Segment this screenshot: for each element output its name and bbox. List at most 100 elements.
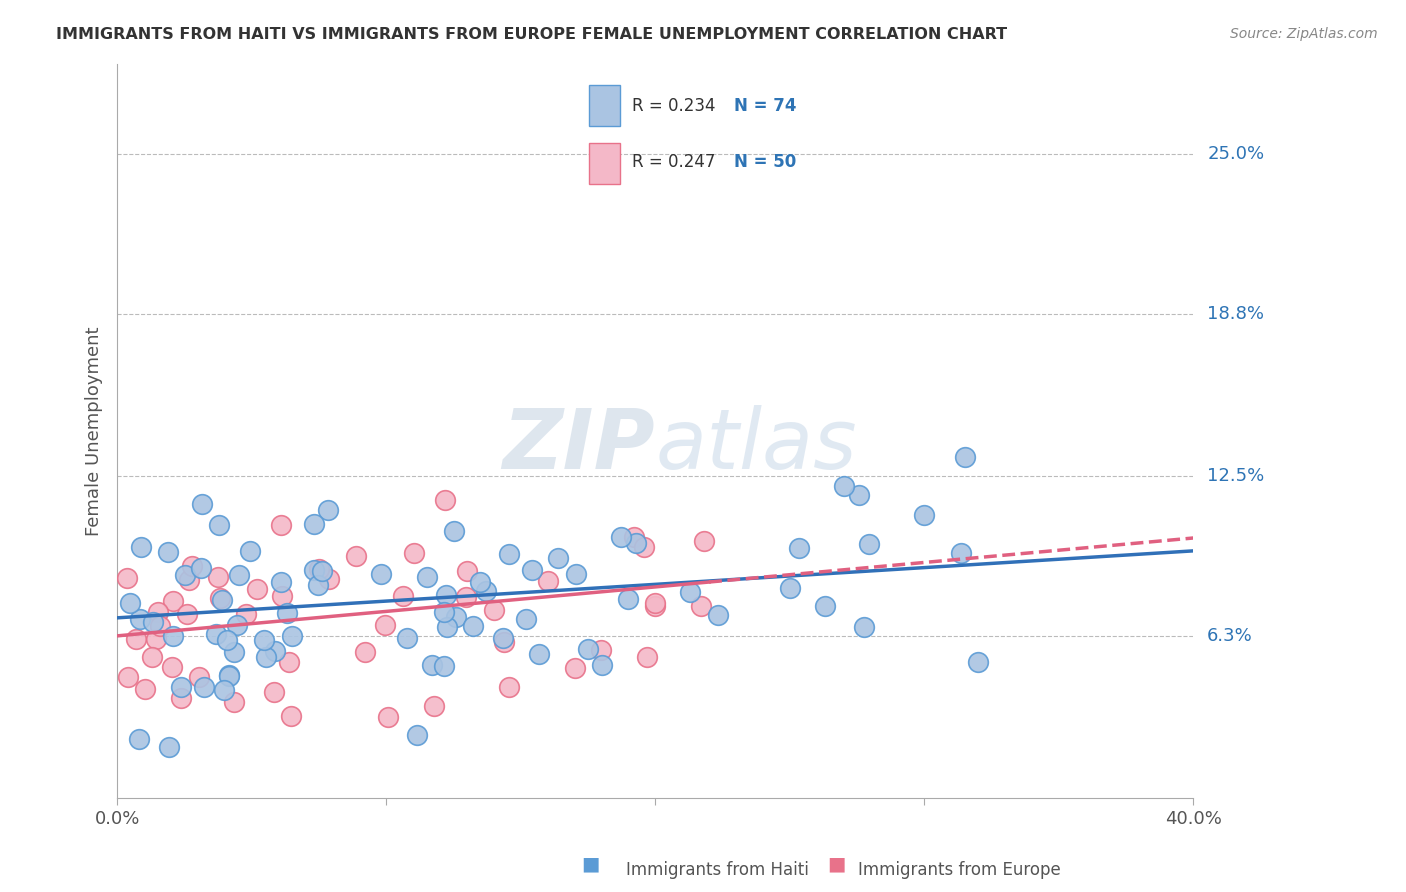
Point [212, 682, 235, 697]
Point [461, 619, 484, 633]
Point [218, 668, 240, 682]
Point [636, 649, 658, 664]
Point [254, 650, 277, 665]
Point [537, 574, 560, 589]
Point [912, 508, 935, 523]
Text: Immigrants from Europe: Immigrants from Europe [858, 861, 1060, 879]
Point [623, 529, 645, 543]
Point [222, 695, 245, 709]
Point [176, 607, 198, 621]
Point [624, 535, 647, 549]
Point [967, 655, 990, 669]
Point [128, 732, 150, 747]
Point [162, 629, 184, 643]
Point [215, 632, 238, 647]
Point [395, 631, 418, 645]
Point [276, 606, 298, 620]
Point [174, 568, 197, 582]
Point [270, 518, 292, 533]
Point [436, 619, 458, 633]
Point [832, 479, 855, 493]
Point [529, 648, 551, 662]
Text: 25.0%: 25.0% [1208, 145, 1264, 163]
Point [591, 658, 613, 673]
Point [180, 559, 202, 574]
Point [207, 570, 229, 584]
Point [689, 599, 711, 613]
Point [610, 531, 633, 545]
Point [190, 560, 212, 574]
Point [205, 627, 228, 641]
Text: 18.8%: 18.8% [1208, 305, 1264, 323]
Point [124, 632, 146, 646]
Point [498, 547, 520, 561]
Point [142, 615, 165, 630]
Point [209, 591, 232, 605]
Point [134, 681, 156, 696]
Point [354, 645, 377, 659]
Text: Immigrants from Haiti: Immigrants from Haiti [626, 861, 808, 879]
Point [162, 659, 184, 673]
Point [278, 655, 301, 669]
Point [644, 599, 666, 613]
Point [679, 585, 702, 599]
Point [225, 618, 247, 632]
Point [308, 562, 330, 576]
Point [576, 641, 599, 656]
Point [264, 644, 287, 658]
Point [617, 592, 640, 607]
Point [222, 645, 245, 659]
Point [454, 590, 477, 604]
Point [117, 670, 139, 684]
Point [162, 593, 184, 607]
Point [515, 612, 537, 626]
Point [422, 698, 444, 713]
Point [420, 658, 443, 673]
Point [218, 669, 240, 683]
Point [564, 661, 586, 675]
Text: atlas: atlas [655, 405, 856, 486]
Point [848, 488, 870, 502]
Point [208, 517, 231, 532]
Point [377, 710, 399, 724]
Text: IMMIGRANTS FROM HAITI VS IMMIGRANTS FROM EUROPE FEMALE UNEMPLOYMENT CORRELATION : IMMIGRANTS FROM HAITI VS IMMIGRANTS FROM… [56, 27, 1007, 42]
Point [311, 564, 333, 578]
Point [494, 635, 516, 649]
Point [129, 612, 152, 626]
Point [633, 541, 655, 555]
Point [374, 617, 396, 632]
Point [318, 572, 340, 586]
Point [246, 582, 269, 596]
Point [402, 546, 425, 560]
Point [193, 681, 215, 695]
Point [591, 643, 613, 657]
Point [482, 603, 505, 617]
Text: ZIP: ZIP [502, 405, 655, 486]
Point [707, 608, 730, 623]
Point [444, 609, 467, 624]
Point [565, 566, 588, 581]
Point [141, 650, 163, 665]
Point [307, 578, 329, 592]
Point [149, 619, 172, 633]
Text: ■: ■ [827, 855, 846, 873]
Point [169, 691, 191, 706]
Point [520, 564, 543, 578]
Point [115, 571, 138, 585]
Point [416, 570, 439, 584]
Point [263, 685, 285, 699]
Point [188, 670, 211, 684]
Point [177, 573, 200, 587]
Point [271, 590, 294, 604]
Point [456, 564, 478, 578]
Point [129, 540, 152, 554]
Point [787, 541, 810, 555]
Point [270, 574, 292, 589]
Point [432, 659, 454, 673]
Text: 12.5%: 12.5% [1208, 467, 1264, 485]
Point [228, 567, 250, 582]
Point [370, 567, 392, 582]
Point [693, 533, 716, 548]
Point [475, 584, 498, 599]
Point [406, 728, 429, 742]
